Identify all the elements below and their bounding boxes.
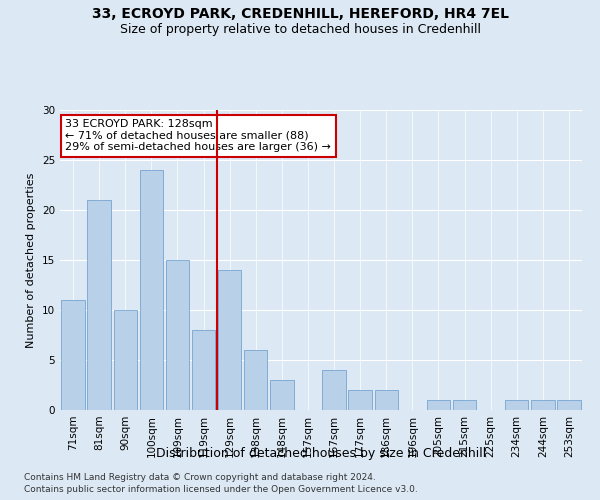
Bar bbox=[505, 400, 529, 410]
Bar bbox=[140, 170, 163, 410]
Bar bbox=[453, 400, 476, 410]
Text: Contains HM Land Registry data © Crown copyright and database right 2024.: Contains HM Land Registry data © Crown c… bbox=[24, 472, 376, 482]
Bar bbox=[61, 300, 85, 410]
Text: 33 ECROYD PARK: 128sqm
← 71% of detached houses are smaller (88)
29% of semi-det: 33 ECROYD PARK: 128sqm ← 71% of detached… bbox=[65, 119, 331, 152]
Bar bbox=[192, 330, 215, 410]
Bar bbox=[349, 390, 372, 410]
Text: Distribution of detached houses by size in Credenhill: Distribution of detached houses by size … bbox=[156, 448, 486, 460]
Bar bbox=[88, 200, 111, 410]
Bar bbox=[270, 380, 293, 410]
Bar bbox=[531, 400, 554, 410]
Text: 33, ECROYD PARK, CREDENHILL, HEREFORD, HR4 7EL: 33, ECROYD PARK, CREDENHILL, HEREFORD, H… bbox=[91, 8, 509, 22]
Bar bbox=[374, 390, 398, 410]
Y-axis label: Number of detached properties: Number of detached properties bbox=[26, 172, 37, 348]
Bar bbox=[557, 400, 581, 410]
Text: Size of property relative to detached houses in Credenhill: Size of property relative to detached ho… bbox=[119, 22, 481, 36]
Bar bbox=[427, 400, 450, 410]
Bar bbox=[166, 260, 189, 410]
Bar bbox=[322, 370, 346, 410]
Bar bbox=[244, 350, 268, 410]
Text: Contains public sector information licensed under the Open Government Licence v3: Contains public sector information licen… bbox=[24, 485, 418, 494]
Bar bbox=[113, 310, 137, 410]
Bar bbox=[218, 270, 241, 410]
